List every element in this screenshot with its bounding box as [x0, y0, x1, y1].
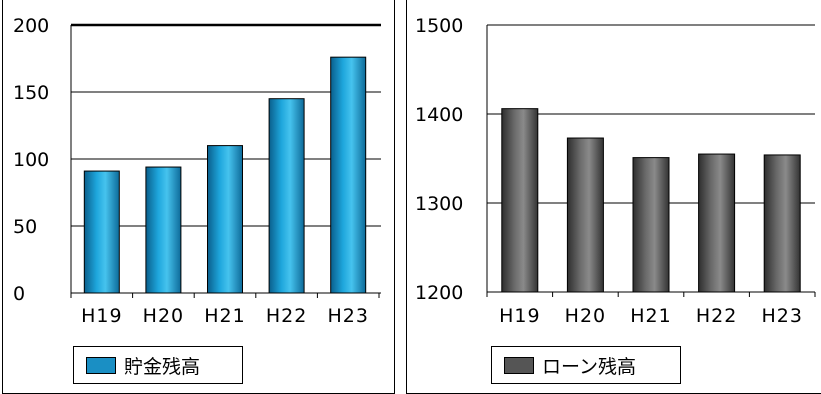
chart-panel-savings: 0 50 100 150 200 H19 H20 H21 H22 H23 貯金残高 — [2, 0, 395, 394]
x-tick-label: H21 — [630, 305, 671, 327]
bar — [501, 108, 539, 293]
bar — [566, 137, 604, 293]
y-tick-label: 1400 — [415, 104, 463, 126]
savings-bar-chart: 0 50 100 150 200 H19 H20 H21 H22 H23 — [13, 15, 381, 327]
y-tick-label: 1500 — [415, 15, 463, 37]
y-tick-label: 1200 — [415, 282, 463, 304]
y-tick-label: 200 — [13, 15, 49, 37]
legend-loan: ローン残高 — [491, 346, 681, 384]
bar — [207, 145, 243, 294]
x-tick-label: H23 — [761, 305, 802, 327]
x-tick-label: H22 — [266, 305, 307, 327]
bar — [83, 170, 120, 294]
x-tick-label: H19 — [499, 305, 540, 327]
legend-label-savings: 貯金残高 — [124, 355, 201, 378]
y-tick-label: 50 — [13, 216, 37, 238]
bar — [330, 56, 367, 294]
y-tick-label: 1300 — [415, 193, 463, 215]
bar — [763, 154, 801, 293]
legend-swatch-savings — [86, 356, 116, 374]
y-tick-label: 100 — [13, 149, 49, 171]
y-tick-label: 0 — [13, 283, 25, 305]
x-tick-label: H23 — [327, 305, 368, 327]
loan-bar-chart: 1200 1300 1400 1500 H19 H20 H21 H22 H23 — [415, 15, 816, 327]
bar — [268, 98, 305, 294]
legend-swatch-loan — [504, 356, 534, 374]
x-tick-label: H21 — [204, 305, 245, 327]
chart-panel-loan: 1200 1300 1400 1500 H19 H20 H21 H22 H23 ローン残高 — [406, 0, 821, 394]
legend-label-loan: ローン残高 — [542, 355, 637, 378]
y-tick-label: 150 — [13, 82, 49, 104]
bar — [145, 166, 182, 294]
x-tick-label: H22 — [696, 305, 737, 327]
legend-savings: 貯金残高 — [73, 346, 243, 384]
x-tick-label: H20 — [143, 305, 184, 327]
bar — [632, 157, 670, 293]
x-tick-label: H20 — [565, 305, 606, 327]
bar — [698, 153, 736, 293]
x-tick-label: H19 — [81, 305, 122, 327]
